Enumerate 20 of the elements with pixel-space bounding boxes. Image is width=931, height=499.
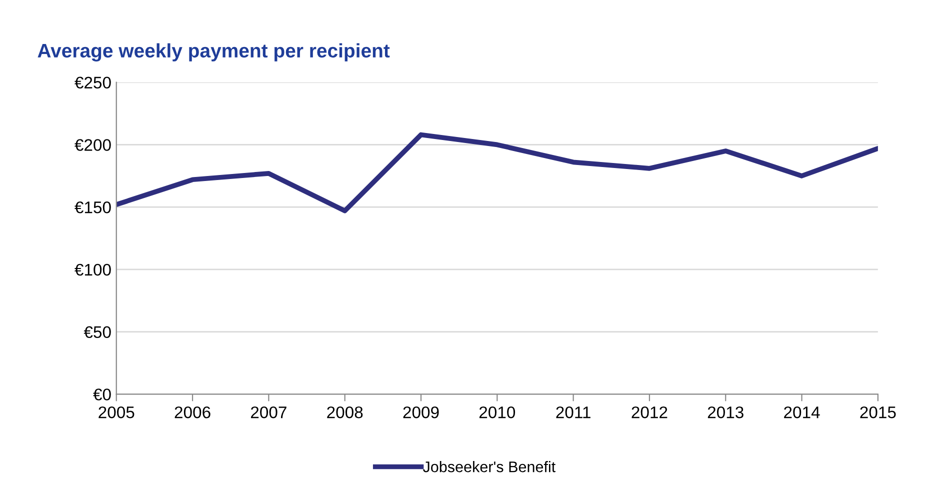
y-tick-label: €0 [93,388,111,400]
x-tick-label: 2005 [98,406,134,418]
x-tick-label: 2007 [250,406,286,418]
y-tick-label: €200 [74,139,111,151]
x-tick-label: 2006 [174,406,210,418]
x-tick-label: 2012 [632,406,668,418]
y-tick-label: €100 [74,264,111,276]
x-tick-label: 2009 [403,406,439,418]
legend-label: Jobseeker's Benefit [422,461,556,472]
x-tick-label: 2013 [708,406,744,418]
x-tick-label: 2010 [479,406,516,418]
x-tick-label: 2008 [327,406,363,418]
line-series [116,132,878,214]
y-tick-label: €50 [84,326,111,338]
x-tick-label: 2014 [784,406,820,418]
y-tick-label: €250 [74,76,111,89]
x-tick-label: 2011 [556,406,590,418]
y-tick-label: €150 [74,201,111,214]
x-tick-label: 2015 [860,406,896,418]
chart-title: Average weekly payment per recipient [38,43,390,62]
